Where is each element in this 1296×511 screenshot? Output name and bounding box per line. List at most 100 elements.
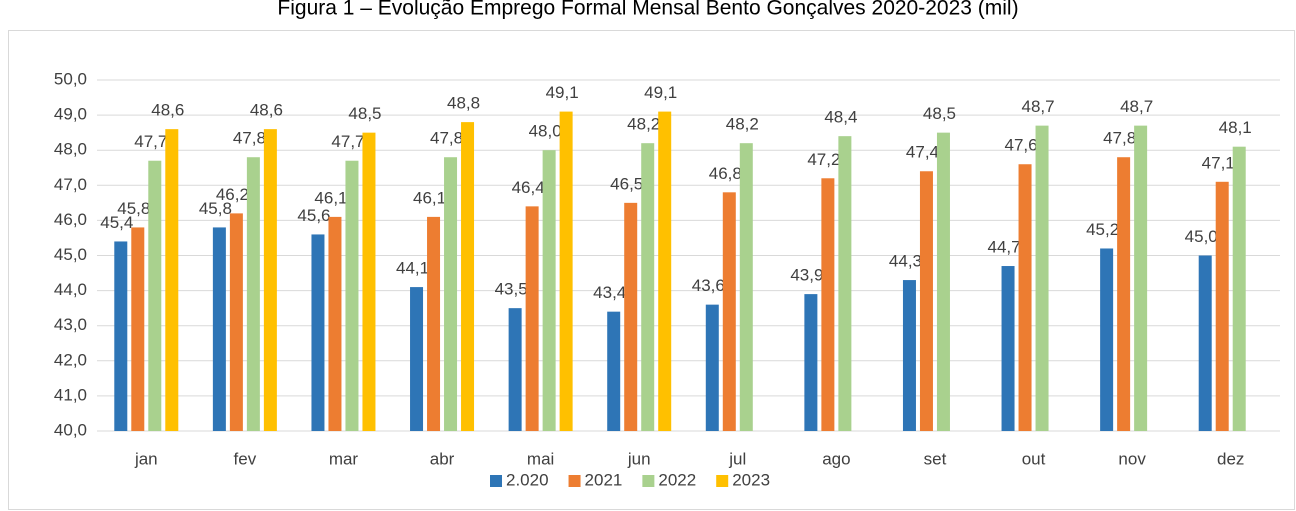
y-tick-label: 46,0 <box>54 210 87 229</box>
bar <box>114 241 128 431</box>
bar <box>1232 146 1246 431</box>
data-label: 46,8 <box>709 164 742 183</box>
bar <box>410 287 424 431</box>
y-tick-label: 48,0 <box>54 140 87 159</box>
data-label: 47,1 <box>1202 153 1235 172</box>
bar <box>1117 157 1131 431</box>
data-label: 43,5 <box>495 280 528 299</box>
bar <box>559 111 573 431</box>
bar <box>427 216 441 431</box>
bar <box>607 311 621 431</box>
x-tick-label: set <box>924 449 947 468</box>
data-label: 43,9 <box>790 266 823 285</box>
data-label: 46,1 <box>314 188 347 207</box>
data-label: 48,7 <box>1120 97 1153 116</box>
bar <box>328 216 342 431</box>
data-label: 48,4 <box>824 108 857 127</box>
data-label: 45,0 <box>1185 227 1218 246</box>
bar <box>229 213 243 431</box>
data-label: 46,4 <box>512 178 545 197</box>
data-label: 44,7 <box>987 238 1020 257</box>
bar <box>658 111 672 431</box>
bar <box>1001 266 1015 431</box>
data-label: 48,6 <box>151 101 184 120</box>
legend-swatch <box>642 475 655 487</box>
bar <box>919 171 933 431</box>
x-tick-label: ago <box>822 449 850 468</box>
data-label: 44,1 <box>396 259 429 278</box>
y-tick-label: 45,0 <box>54 245 87 264</box>
y-tick-label: 43,0 <box>54 315 87 334</box>
bar <box>444 157 458 431</box>
bar <box>525 206 539 431</box>
data-label: 49,1 <box>546 83 579 102</box>
data-label: 48,2 <box>726 115 759 134</box>
x-tick-label: jun <box>627 449 651 468</box>
legend-label: 2023 <box>732 470 770 489</box>
y-tick-label: 47,0 <box>54 175 87 194</box>
data-label: 47,4 <box>906 143 939 162</box>
data-label: 48,7 <box>1021 97 1054 116</box>
bar <box>804 294 818 431</box>
data-label: 49,1 <box>644 83 677 102</box>
x-tick-label: jan <box>134 449 158 468</box>
bar <box>936 132 950 431</box>
legend-label: 2.020 <box>506 470 549 489</box>
legend-label: 2021 <box>585 470 623 489</box>
bar <box>165 129 179 431</box>
data-label: 47,7 <box>134 132 167 151</box>
bar <box>508 308 522 431</box>
y-tick-label: 49,0 <box>54 105 87 124</box>
data-label: 43,6 <box>692 276 725 295</box>
legend-swatch <box>490 475 502 487</box>
data-label: 48,5 <box>923 104 956 123</box>
bar <box>246 157 260 431</box>
data-label: 45,8 <box>199 199 232 218</box>
data-label: 47,6 <box>1004 136 1037 155</box>
chart-title: Figura 1 – Evolução Emprego Formal Mensa… <box>277 0 1018 20</box>
bar <box>821 178 835 431</box>
data-label: 45,2 <box>1086 220 1119 239</box>
bar <box>461 122 475 432</box>
y-tick-label: 44,0 <box>54 280 87 299</box>
data-label: 45,6 <box>297 206 330 225</box>
data-label: 45,8 <box>117 199 150 218</box>
data-label: 46,2 <box>216 185 249 204</box>
bar <box>311 234 325 431</box>
data-label: 48,2 <box>627 115 660 134</box>
x-tick-label: fev <box>234 449 257 468</box>
bar <box>212 227 226 431</box>
y-tick-label: 42,0 <box>54 350 87 369</box>
bar <box>1035 125 1049 431</box>
bar <box>1018 164 1032 432</box>
x-tick-label: abr <box>430 449 455 468</box>
data-label: 46,5 <box>610 174 643 193</box>
bar <box>345 160 359 432</box>
y-tick-label: 50,0 <box>54 69 87 88</box>
bar <box>902 280 916 431</box>
data-label: 47,7 <box>331 132 364 151</box>
bar <box>131 227 145 431</box>
bar <box>362 132 376 431</box>
x-tick-label: jul <box>728 449 746 468</box>
bar <box>263 129 277 431</box>
x-tick-label: nov <box>1118 449 1146 468</box>
x-tick-label: mar <box>329 449 359 468</box>
data-label: 47,8 <box>1103 129 1136 148</box>
legend-swatch <box>568 475 581 487</box>
data-label: 44,3 <box>889 252 922 271</box>
data-label: 48,6 <box>250 101 283 120</box>
x-tick-label: out <box>1022 449 1046 468</box>
y-tick-label: 41,0 <box>54 385 87 404</box>
data-label: 47,2 <box>807 150 840 169</box>
bar <box>1100 248 1114 431</box>
legend-label: 2022 <box>658 470 696 489</box>
data-label: 48,0 <box>529 122 562 141</box>
bar <box>542 150 556 431</box>
x-tick-label: dez <box>1217 449 1244 468</box>
data-label: 45,4 <box>100 213 133 232</box>
bar <box>705 304 719 431</box>
bar <box>1215 181 1229 431</box>
bar <box>641 143 655 431</box>
